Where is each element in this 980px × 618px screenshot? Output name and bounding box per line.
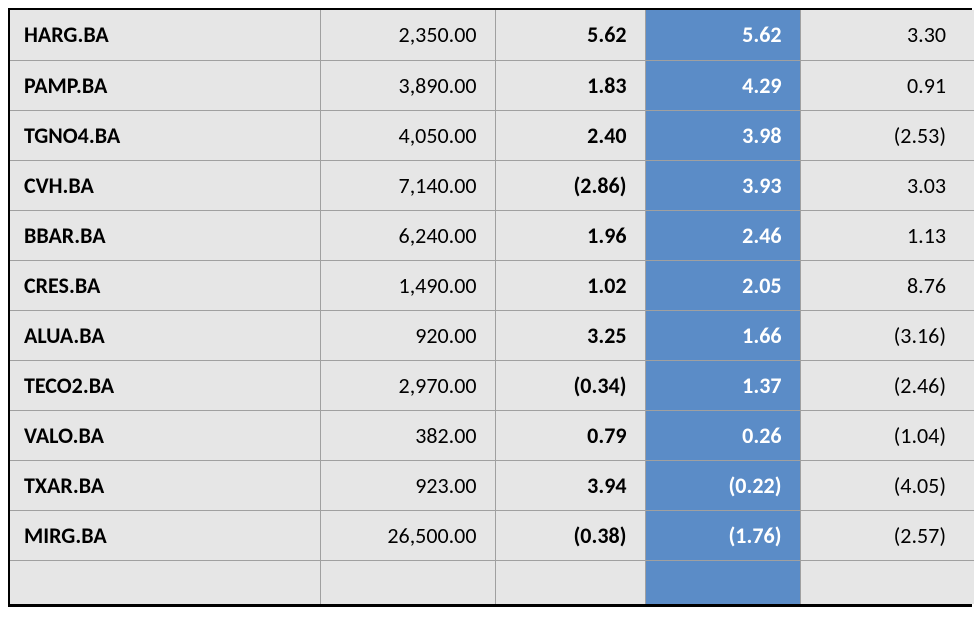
table-row-empty: [10, 560, 974, 604]
table-row: HARG.BA2,350.005.625.623.30: [10, 10, 974, 60]
cell-val3: (0.22): [645, 460, 800, 510]
cell-empty: [495, 560, 645, 604]
table-row: TECO2.BA2,970.00(0.34)1.37(2.46): [10, 360, 974, 410]
stock-table: HARG.BA2,350.005.625.623.30PAMP.BA3,890.…: [10, 10, 974, 604]
cell-price: 920.00: [320, 310, 495, 360]
table-row: TGNO4.BA4,050.002.403.98(2.53): [10, 110, 974, 160]
cell-val3: 2.05: [645, 260, 800, 310]
cell-val2: 5.62: [495, 10, 645, 60]
cell-val3: 5.62: [645, 10, 800, 60]
cell-empty: [10, 560, 320, 604]
cell-ticker: TXAR.BA: [10, 460, 320, 510]
table-row: BBAR.BA6,240.001.962.461.13: [10, 210, 974, 260]
cell-val2: 3.94: [495, 460, 645, 510]
cell-empty: [800, 560, 974, 604]
cell-val2: (0.34): [495, 360, 645, 410]
cell-val3: 0.26: [645, 410, 800, 460]
cell-ticker: MIRG.BA: [10, 510, 320, 560]
table-row: PAMP.BA3,890.001.834.290.91: [10, 60, 974, 110]
cell-ticker: ALUA.BA: [10, 310, 320, 360]
cell-val3: 3.98: [645, 110, 800, 160]
cell-val2: 0.79: [495, 410, 645, 460]
cell-ticker: BBAR.BA: [10, 210, 320, 260]
table-row: MIRG.BA26,500.00(0.38)(1.76)(2.57): [10, 510, 974, 560]
cell-ticker: PAMP.BA: [10, 60, 320, 110]
cell-val2: 1.83: [495, 60, 645, 110]
cell-val2: 1.02: [495, 260, 645, 310]
cell-val4: 3.30: [800, 10, 974, 60]
table-row: ALUA.BA920.003.251.66(3.16): [10, 310, 974, 360]
cell-price: 382.00: [320, 410, 495, 460]
cell-price: 26,500.00: [320, 510, 495, 560]
cell-val2: (0.38): [495, 510, 645, 560]
cell-empty: [320, 560, 495, 604]
cell-val4: (2.57): [800, 510, 974, 560]
cell-price: 4,050.00: [320, 110, 495, 160]
cell-val4: (2.53): [800, 110, 974, 160]
cell-price: 2,350.00: [320, 10, 495, 60]
cell-val3: 2.46: [645, 210, 800, 260]
cell-empty: [645, 560, 800, 604]
cell-ticker: CVH.BA: [10, 160, 320, 210]
cell-val3: 3.93: [645, 160, 800, 210]
cell-ticker: VALO.BA: [10, 410, 320, 460]
cell-val4: 3.03: [800, 160, 974, 210]
cell-val2: 1.96: [495, 210, 645, 260]
cell-val4: 0.91: [800, 60, 974, 110]
cell-val4: (4.05): [800, 460, 974, 510]
cell-price: 3,890.00: [320, 60, 495, 110]
cell-val4: 1.13: [800, 210, 974, 260]
table-row: TXAR.BA923.003.94(0.22)(4.05): [10, 460, 974, 510]
stock-table-container: HARG.BA2,350.005.625.623.30PAMP.BA3,890.…: [8, 8, 972, 607]
table-row: CVH.BA7,140.00(2.86)3.933.03: [10, 160, 974, 210]
cell-ticker: TGNO4.BA: [10, 110, 320, 160]
cell-ticker: CRES.BA: [10, 260, 320, 310]
cell-val4: 8.76: [800, 260, 974, 310]
cell-val4: (3.16): [800, 310, 974, 360]
cell-val4: (2.46): [800, 360, 974, 410]
cell-val2: (2.86): [495, 160, 645, 210]
cell-val3: 4.29: [645, 60, 800, 110]
table-row: VALO.BA382.000.790.26(1.04): [10, 410, 974, 460]
cell-price: 6,240.00: [320, 210, 495, 260]
cell-val3: 1.37: [645, 360, 800, 410]
table-row: CRES.BA1,490.001.022.058.76: [10, 260, 974, 310]
cell-val2: 3.25: [495, 310, 645, 360]
cell-price: 923.00: [320, 460, 495, 510]
cell-val4: (1.04): [800, 410, 974, 460]
cell-price: 1,490.00: [320, 260, 495, 310]
cell-val3: 1.66: [645, 310, 800, 360]
cell-price: 2,970.00: [320, 360, 495, 410]
cell-ticker: HARG.BA: [10, 10, 320, 60]
cell-ticker: TECO2.BA: [10, 360, 320, 410]
cell-val3: (1.76): [645, 510, 800, 560]
cell-price: 7,140.00: [320, 160, 495, 210]
cell-val2: 2.40: [495, 110, 645, 160]
